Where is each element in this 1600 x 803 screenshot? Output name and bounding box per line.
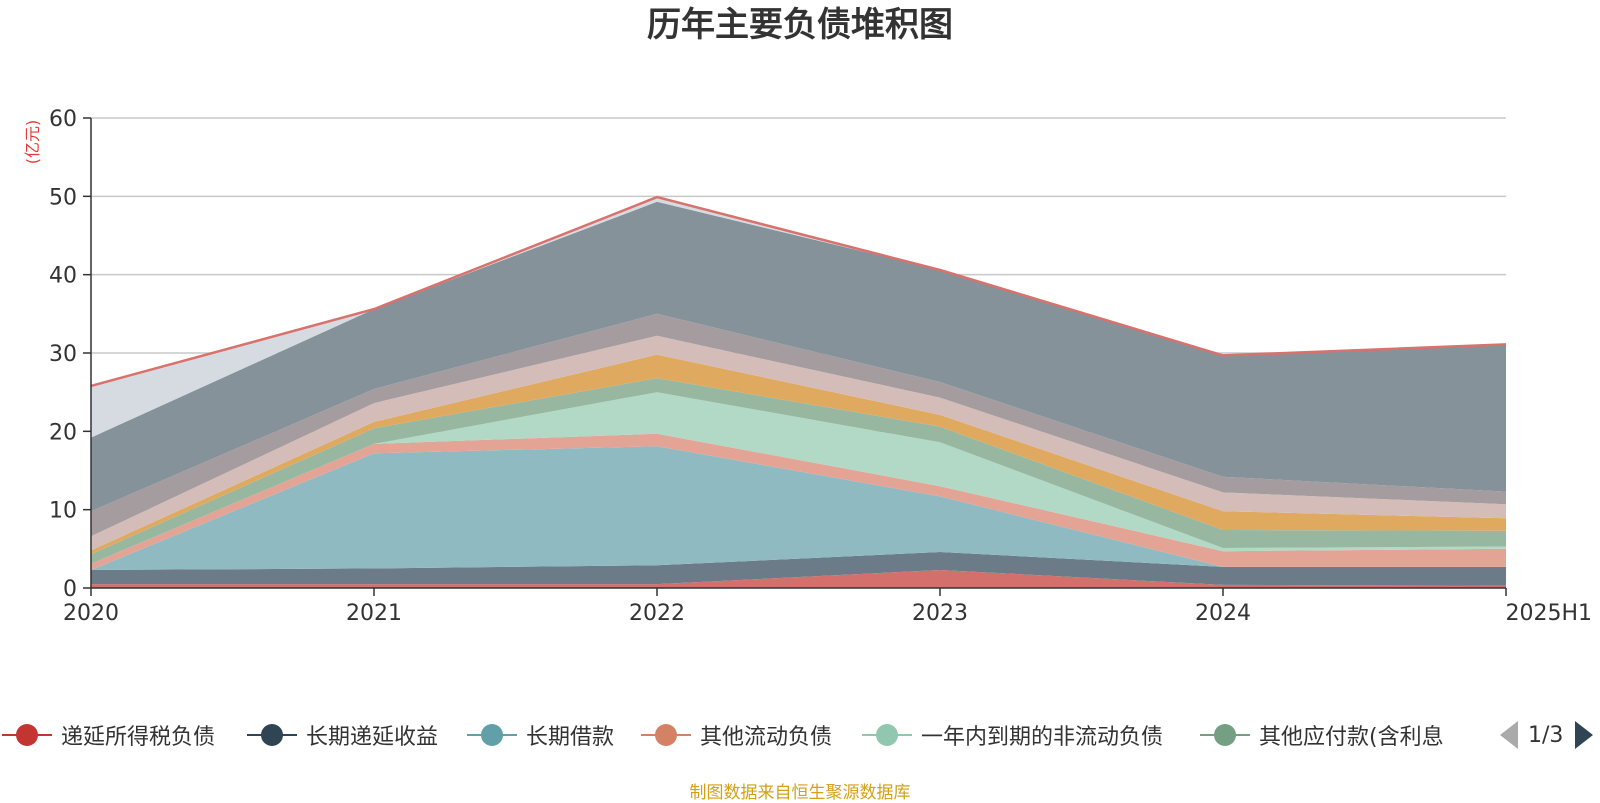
legend-item[interactable]: 其他应付款(含利息 bbox=[1200, 718, 1444, 752]
legend-page-indicator: 1/3 bbox=[1528, 722, 1564, 748]
y-tick-label: 30 bbox=[49, 342, 77, 367]
area-series-3 bbox=[91, 433, 1506, 570]
area-series-2 bbox=[91, 446, 1506, 570]
area-series-0 bbox=[91, 570, 1506, 588]
legend-marker-icon bbox=[641, 718, 691, 752]
legend-label: 递延所得税负债 bbox=[61, 725, 216, 750]
legend-item[interactable]: 递延所得税负债 bbox=[2, 718, 215, 752]
legend-marker-icon bbox=[247, 718, 297, 752]
area-series-1 bbox=[91, 552, 1506, 586]
area-series-5 bbox=[91, 378, 1506, 564]
legend-pager: 1/3 bbox=[1500, 718, 1594, 752]
legend-label: 其他应付款(含利息 bbox=[1259, 725, 1444, 750]
x-tick-label: 2025H1 bbox=[1505, 601, 1592, 626]
y-tick-label: 10 bbox=[49, 499, 77, 524]
x-tick-label: 2020 bbox=[63, 601, 119, 626]
legend-marker-icon bbox=[2, 718, 52, 752]
x-tick-label: 2022 bbox=[629, 601, 685, 626]
legend-item[interactable]: 长期递延收益 bbox=[247, 718, 438, 752]
area-series-6 bbox=[91, 354, 1506, 555]
legend: 递延所得税负债 长期递延收益 长期借款 其他流动负债 一年内到期的非流动负债 其他应付款(… bbox=[0, 718, 1600, 752]
chart-title: 历年主要负债堆积图 bbox=[647, 5, 953, 45]
area-series-4 bbox=[91, 392, 1506, 564]
legend-marker-icon bbox=[467, 718, 517, 752]
y-axis-unit-label: (亿元) bbox=[23, 120, 42, 165]
series-top-line bbox=[90, 195, 1507, 388]
legend-label: 其他流动负债 bbox=[700, 725, 833, 750]
legend-marker-icon bbox=[1200, 718, 1250, 752]
legend-item[interactable]: 其他流动负债 bbox=[641, 718, 832, 752]
area-series-9 bbox=[91, 201, 1506, 512]
legend-label: 长期借款 bbox=[526, 725, 615, 750]
area-series-8 bbox=[91, 313, 1506, 537]
area-series-7 bbox=[91, 335, 1506, 551]
legend-item[interactable]: 一年内到期的非流动负债 bbox=[862, 718, 1163, 752]
legend-item[interactable]: 长期借款 bbox=[467, 718, 614, 752]
y-tick-label: 40 bbox=[49, 264, 77, 289]
legend-marker-icon bbox=[862, 718, 912, 752]
x-tick-label: 2023 bbox=[912, 601, 968, 626]
axes: 0 10 20 30 40 50 60 2020 2021 2022 2023 2024 2025H1 bbox=[49, 107, 1592, 626]
legend-label: 长期递延收益 bbox=[306, 725, 439, 750]
y-tick-label: 60 bbox=[49, 107, 77, 132]
y-tick-label: 50 bbox=[49, 185, 77, 210]
legend-label: 一年内到期的非流动负债 bbox=[921, 725, 1164, 750]
y-tick-label: 0 bbox=[63, 577, 77, 602]
stacked-areas bbox=[90, 195, 1507, 588]
y-tick-label: 20 bbox=[49, 420, 77, 445]
source-note: 制图数据来自恒生聚源数据库 bbox=[689, 783, 911, 803]
legend-next-page-icon[interactable] bbox=[1575, 721, 1594, 749]
x-tick-label: 2021 bbox=[346, 601, 402, 626]
legend-prev-page-icon[interactable] bbox=[1500, 721, 1518, 749]
x-tick-label: 2024 bbox=[1195, 601, 1251, 626]
